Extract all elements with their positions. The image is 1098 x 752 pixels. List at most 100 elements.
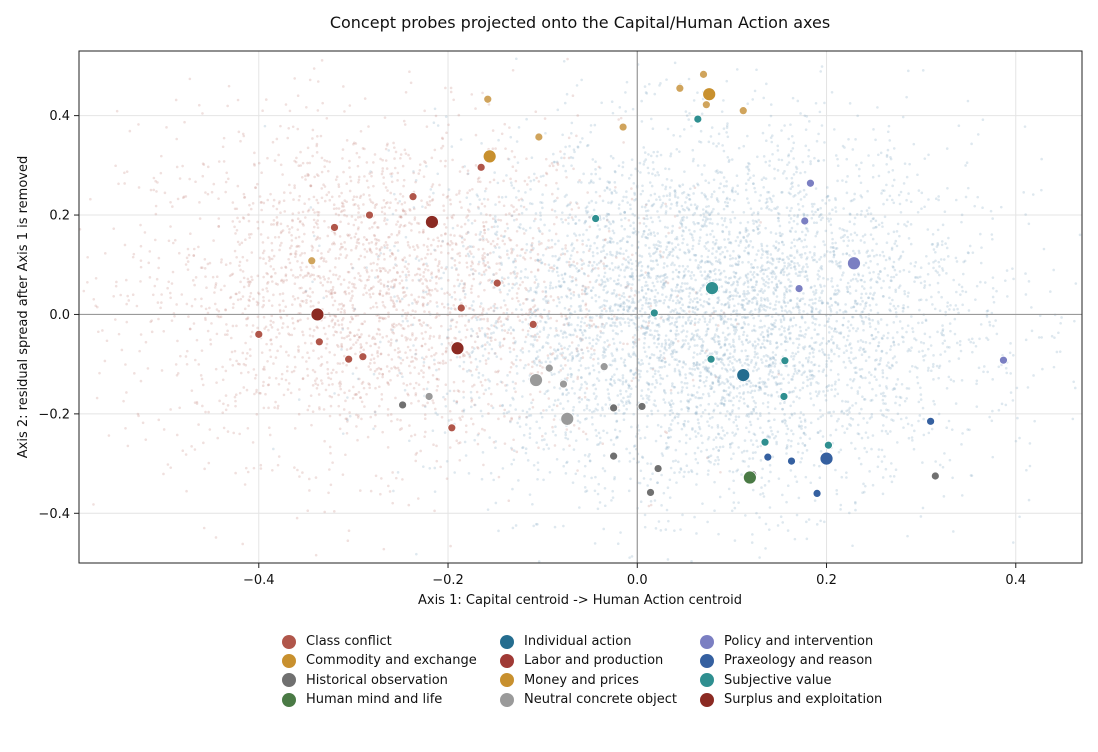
background-point: [434, 287, 437, 291]
background-point: [427, 289, 431, 292]
background-point: [564, 331, 567, 335]
background-point: [103, 252, 107, 255]
background-point: [577, 295, 581, 299]
background-point: [294, 255, 297, 259]
background-point: [903, 292, 907, 296]
background-point: [720, 437, 724, 440]
background-point: [449, 90, 453, 94]
background-point: [523, 179, 527, 183]
background-point: [415, 451, 419, 455]
background-point: [328, 394, 332, 398]
background-point: [734, 257, 738, 260]
background-point: [413, 366, 416, 369]
background-point: [384, 317, 387, 320]
background-point: [819, 266, 822, 270]
background-point: [881, 394, 885, 398]
background-point: [224, 263, 228, 267]
background-point: [718, 258, 721, 261]
background-point: [788, 221, 791, 224]
background-point: [690, 393, 694, 397]
background-point: [236, 298, 240, 302]
background-point: [699, 403, 702, 407]
background-point: [721, 331, 725, 335]
background-point: [261, 367, 265, 371]
background-point: [256, 274, 260, 278]
background-point: [747, 430, 751, 434]
background-point: [751, 98, 755, 101]
background-point: [298, 220, 302, 224]
background-point: [660, 504, 663, 507]
background-point: [550, 162, 554, 165]
background-point: [885, 351, 888, 355]
background-point: [262, 201, 266, 205]
background-point: [148, 250, 152, 253]
background-point: [927, 262, 931, 265]
background-point: [342, 85, 345, 88]
background-point: [215, 381, 218, 384]
background-point: [276, 283, 279, 286]
background-point: [766, 419, 770, 423]
background-point: [326, 169, 330, 173]
background-point: [648, 246, 651, 250]
background-point: [547, 42, 550, 45]
background-point: [769, 198, 773, 201]
background-point: [992, 324, 995, 328]
background-point: [792, 357, 795, 361]
background-point: [678, 439, 681, 443]
background-point: [192, 254, 196, 257]
background-point: [614, 282, 618, 286]
background-point: [775, 257, 779, 261]
background-point: [663, 282, 666, 285]
background-point: [316, 201, 320, 205]
background-point: [847, 334, 850, 338]
background-point: [774, 232, 778, 235]
background-point: [297, 211, 301, 215]
background-point: [290, 333, 294, 337]
background-point: [778, 231, 782, 235]
background-point: [806, 378, 810, 382]
background-point: [367, 241, 371, 245]
background-point: [802, 213, 806, 216]
background-point: [317, 274, 321, 278]
background-point: [764, 201, 768, 205]
background-point: [300, 628, 303, 631]
background-point: [760, 358, 763, 361]
background-point: [582, 408, 586, 412]
background-point: [148, 276, 152, 279]
background-point: [337, 207, 341, 210]
background-point: [859, 181, 863, 185]
background-point: [433, 407, 437, 411]
background-point: [348, 104, 352, 107]
background-point: [701, 502, 704, 505]
background-point: [922, 341, 926, 345]
background-point: [795, 302, 799, 306]
background-point: [241, 351, 245, 355]
background-point: [332, 325, 335, 329]
background-point: [667, 306, 671, 309]
background-point: [604, 403, 608, 406]
background-point: [656, 171, 659, 174]
background-point: [598, 228, 601, 231]
background-point: [448, 409, 452, 413]
background-point: [845, 338, 849, 342]
background-point: [380, 393, 384, 396]
background-point: [515, 292, 519, 295]
background-point: [881, 250, 885, 254]
background-point: [367, 278, 370, 282]
background-point: [382, 182, 386, 185]
background-point: [509, 365, 513, 369]
background-point: [557, 297, 561, 301]
background-point: [229, 336, 233, 340]
background-point: [567, 216, 570, 220]
background-point: [786, 529, 790, 532]
background-point: [833, 300, 837, 304]
background-point: [533, 310, 536, 314]
background-point: [873, 291, 876, 295]
background-point: [813, 363, 817, 366]
background-point: [651, 367, 655, 371]
background-point: [147, 261, 151, 265]
background-point: [806, 360, 810, 364]
background-point: [775, 442, 778, 446]
background-point: [167, 239, 171, 243]
